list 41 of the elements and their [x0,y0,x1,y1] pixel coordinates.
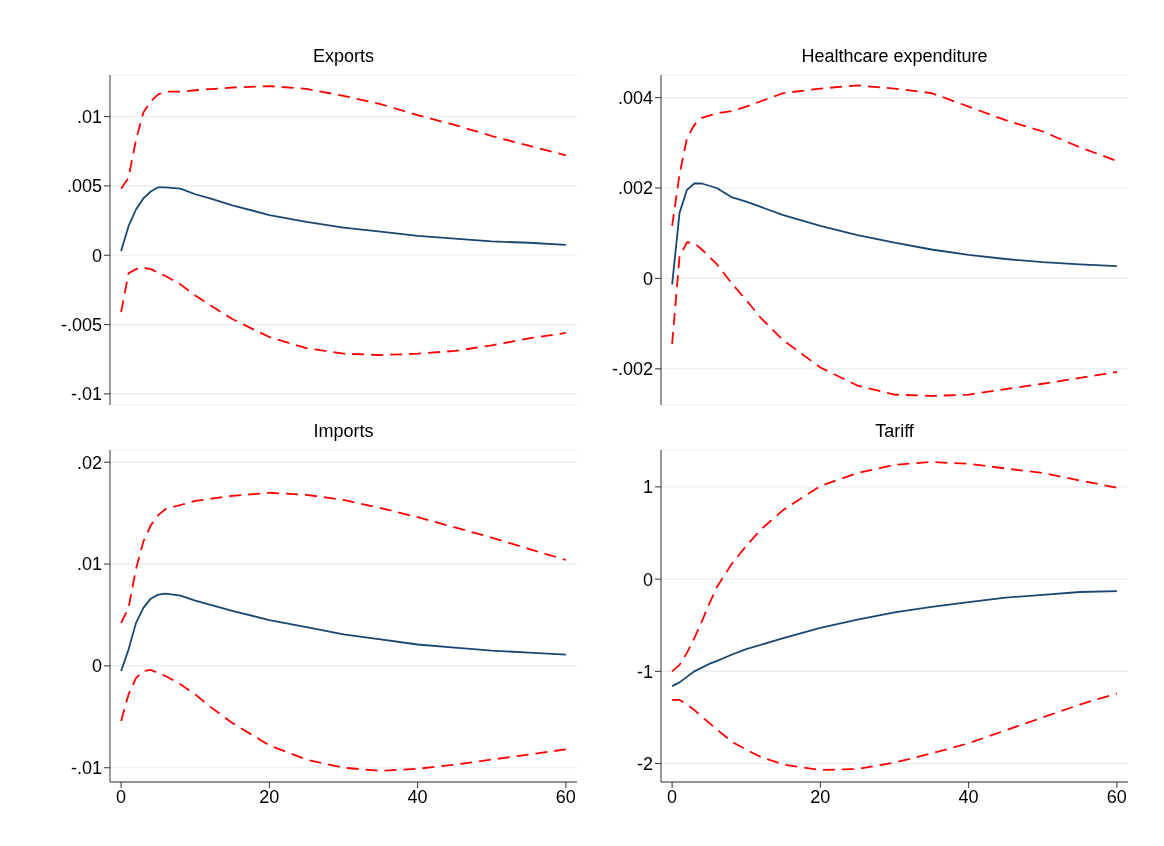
line-series [120,669,567,772]
chart-title: Imports [312,421,375,442]
line-series [120,592,567,672]
line-series [120,266,567,356]
chart-title: Tariff [874,421,915,442]
chart-title: Exports [312,46,375,67]
x-tick-label: 40 [958,786,979,807]
line-series [120,186,567,252]
line-series [671,590,1118,687]
line-series [671,182,1118,286]
y-tick-label: -.005 [60,314,102,335]
x-tick-label: 20 [810,786,831,807]
y-tick-label: .002 [617,178,653,199]
x-tick-label: 0 [667,786,678,807]
y-tick-label: -.002 [611,359,653,380]
x-tick-label: 60 [1106,786,1127,807]
y-tick-label: -2 [636,753,653,774]
line-series [120,85,567,190]
line-series [671,461,1118,673]
y-tick-label: .005 [66,176,102,197]
y-tick-label: -1 [636,661,653,682]
y-tick-label: .004 [617,87,653,108]
line-series [120,491,567,625]
line-series [671,84,1118,227]
y-tick-label: -.01 [70,758,102,779]
y-tick-label: 0 [642,268,653,289]
y-tick-label: -.01 [70,384,102,405]
y-tick-label: 0 [642,569,653,590]
y-tick-label: 0 [91,656,102,677]
y-tick-label: 0 [91,245,102,266]
x-tick-label: 20 [259,786,280,807]
y-tick-label: .02 [76,452,102,473]
y-tick-label: 1 [642,477,653,498]
line-series [671,241,1118,397]
y-tick-label: .01 [76,554,102,575]
x-tick-label: 0 [116,786,127,807]
line-series [671,692,1118,771]
chart-title: Healthcare expenditure [800,46,989,67]
x-tick-label: 40 [407,786,428,807]
y-tick-label: .01 [76,106,102,127]
x-tick-label: 60 [555,786,576,807]
